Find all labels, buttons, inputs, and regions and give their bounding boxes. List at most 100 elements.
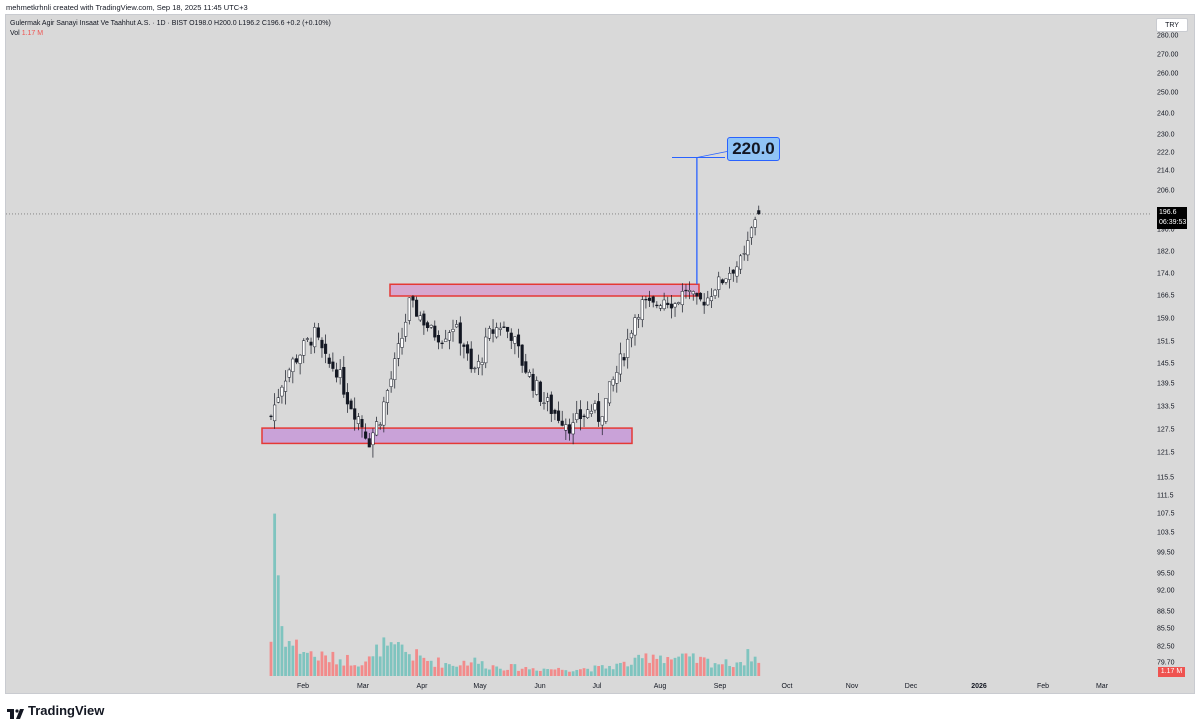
candle-body — [739, 255, 743, 270]
volume-bar — [429, 660, 433, 676]
candle-body — [291, 358, 295, 373]
tradingview-logo-icon — [7, 706, 24, 719]
candle-body — [586, 409, 590, 418]
candle-body — [331, 361, 335, 369]
candle-body — [749, 227, 754, 238]
volume-bar — [702, 657, 706, 676]
candle-body — [313, 327, 317, 348]
volume-bar — [717, 664, 721, 676]
time-tick-label: Mar — [356, 683, 370, 690]
currency-button[interactable]: TRY — [1156, 18, 1188, 32]
candle-body — [287, 369, 291, 378]
candle-body — [451, 329, 455, 332]
volume-bar — [393, 644, 397, 676]
volume-bar — [295, 639, 298, 676]
time-tick-label: Apr — [416, 683, 428, 690]
candle-body — [709, 296, 713, 302]
volume-bar — [589, 671, 593, 676]
volume-bar — [728, 665, 732, 676]
volume-bar — [571, 671, 575, 676]
symbol-ohlc[interactable]: Gulermak Agir Sanayi Insaat Ve Taahhut A… — [10, 20, 331, 27]
candle-body — [524, 361, 528, 373]
candle-body — [498, 327, 502, 330]
volume-bar — [593, 665, 597, 676]
candle-body — [476, 361, 481, 369]
volume-bar — [695, 662, 699, 676]
candle-body — [735, 266, 739, 277]
time-axis[interactable]: Feb Mar Apr May Jun Jul Aug Sep Oct Nov Dec 2026 Feb… — [5, 681, 1152, 694]
candle-body — [593, 403, 597, 411]
volume-bar — [400, 644, 404, 676]
volume-bar — [404, 651, 408, 676]
volume-bar — [557, 667, 560, 676]
candle-body — [673, 303, 677, 308]
volume-bar — [386, 645, 389, 676]
candle-body — [298, 354, 302, 364]
volume-bar — [684, 653, 688, 676]
candle-body — [400, 338, 404, 348]
bar-countdown: 06:39:53 — [1159, 219, 1187, 226]
price-tick-label: 222.0 — [1157, 149, 1175, 157]
volume-legend[interactable]: Vol 1.17 M — [10, 29, 331, 39]
chart-pane[interactable] — [5, 14, 1195, 694]
tradingview-logo-text: TradingView — [28, 703, 105, 718]
candle-body — [342, 367, 346, 395]
tradingview-logo[interactable]: TradingView — [7, 703, 105, 719]
last-price-label: 196.6 06:39:53 — [1157, 207, 1187, 229]
volume-bar — [447, 664, 451, 676]
volume-bar — [699, 656, 702, 676]
price-tick-label: 121.5 — [1157, 449, 1175, 457]
volume-bar — [720, 664, 724, 676]
candle-body — [407, 297, 411, 321]
volume-bar — [735, 662, 739, 676]
candle-body — [418, 315, 422, 321]
volume-bar — [375, 644, 378, 676]
candle-body — [600, 416, 604, 426]
volume-bar — [640, 658, 644, 676]
price-tick-label: 145.5 — [1157, 360, 1175, 368]
volume-bar — [524, 667, 528, 676]
candle-body — [731, 269, 735, 274]
volume-bar — [604, 668, 608, 676]
candle-body — [655, 304, 659, 307]
volume-bar — [458, 665, 462, 676]
candle-body — [458, 322, 462, 344]
volume-bar — [564, 670, 568, 676]
candle-body — [535, 380, 539, 395]
candle-body — [353, 408, 357, 420]
time-tick-label: 2026 — [971, 683, 987, 690]
time-tick-label: Feb — [296, 683, 310, 690]
volume-bar — [291, 645, 295, 676]
target-price-label[interactable]: 220.0 — [727, 137, 780, 161]
volume-bar — [342, 665, 346, 676]
price-tick-label: 190.0 — [1157, 226, 1175, 234]
volume-badge: 1.17 M — [1158, 667, 1185, 677]
candle-body — [396, 343, 400, 359]
price-axis[interactable]: 280.00 270.00 260.00 250.00 240.0 230.0 222.0 2… — [1152, 14, 1195, 681]
volume-bar — [560, 669, 564, 676]
candle-body — [455, 324, 459, 328]
price-tick-label: 139.5 — [1157, 380, 1175, 388]
candle-body — [375, 421, 379, 436]
candle-body — [553, 409, 557, 414]
volume-value: 1.17 M — [21, 30, 44, 37]
volume-bar — [411, 660, 415, 676]
volume-bar — [462, 660, 466, 676]
volume-bar — [513, 664, 517, 676]
volume-bar — [546, 669, 550, 676]
candle-body — [611, 379, 615, 386]
volume-bar — [582, 668, 586, 676]
volume-bar — [469, 662, 473, 676]
volume-bar — [579, 669, 582, 676]
candle-body — [273, 404, 277, 422]
volume-bar — [433, 666, 437, 676]
volume-bar — [750, 661, 753, 676]
volume-bar — [739, 662, 742, 676]
candle-body — [473, 367, 477, 370]
candle-body — [487, 328, 491, 339]
candle-body — [575, 413, 579, 420]
volume-bar — [360, 665, 364, 676]
candle-body — [538, 381, 542, 402]
candle-body — [557, 410, 561, 421]
